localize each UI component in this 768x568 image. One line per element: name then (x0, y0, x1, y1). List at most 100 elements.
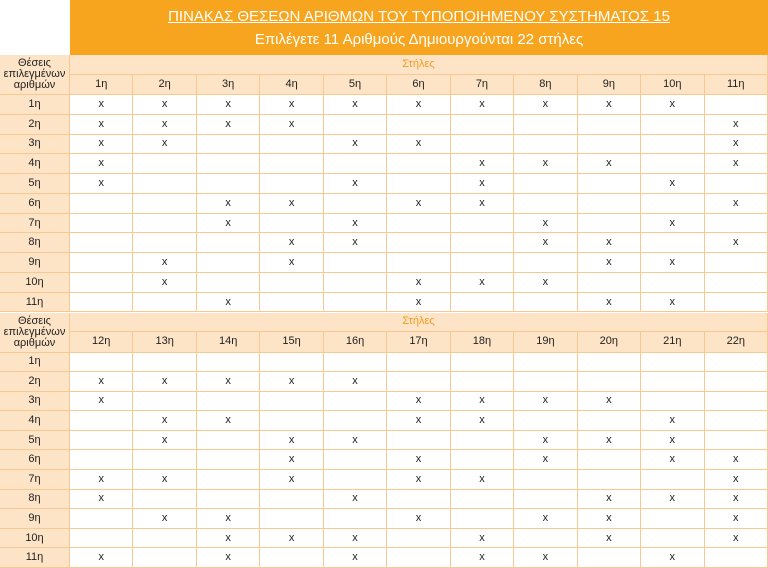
cell (641, 114, 705, 135)
cell: x (70, 489, 134, 510)
cell: x (450, 174, 515, 194)
cell (196, 134, 261, 155)
cell (260, 272, 324, 293)
cell (196, 233, 261, 254)
cell (133, 213, 197, 234)
cell (133, 450, 197, 471)
row-label: 3η (0, 391, 70, 412)
cell: x (387, 411, 451, 431)
cell: x (196, 372, 261, 392)
cell (133, 233, 197, 254)
cell: x (704, 114, 768, 135)
cell: x (450, 95, 515, 115)
cell (323, 292, 388, 313)
cell (577, 450, 642, 471)
cell: x (641, 411, 705, 431)
cell (260, 174, 324, 194)
cell (641, 470, 705, 490)
cell (641, 372, 705, 392)
cell: x (70, 95, 134, 115)
cell (641, 154, 705, 175)
cell (196, 489, 261, 510)
cell: x (641, 292, 705, 313)
cell (70, 430, 134, 451)
cell: x (70, 174, 134, 194)
cell (387, 548, 451, 568)
cell (196, 352, 261, 373)
cell: x (704, 233, 768, 254)
cell: x (323, 430, 388, 451)
cell (514, 114, 578, 135)
row-label: 3η (0, 134, 70, 155)
row-label: 9η (0, 253, 70, 273)
cell (450, 213, 515, 234)
cell: x (387, 272, 451, 293)
cell: x (260, 95, 324, 115)
cell (514, 292, 578, 313)
column-header: 11η (704, 74, 768, 95)
cell (577, 213, 642, 234)
cell (450, 352, 515, 373)
cell: x (450, 272, 515, 293)
cell (704, 411, 768, 431)
header: ΠΙΝΑΚΑΣ ΘΕΣΕΩΝ ΑΡΙΘΜΩΝ ΤΟΥ ΤΥΠΟΠΟΙΗΜΕΝΟΥ… (70, 0, 768, 55)
row-label: 6η (0, 450, 70, 471)
cell: x (704, 154, 768, 175)
cell: x (323, 174, 388, 194)
cell (196, 272, 261, 293)
row-label: 10η (0, 528, 70, 549)
cell (387, 233, 451, 254)
cell (704, 253, 768, 273)
cell: x (577, 95, 642, 115)
cell (387, 213, 451, 234)
cell: x (133, 114, 197, 135)
column-header: 13η (133, 332, 197, 353)
cell: x (450, 528, 515, 549)
column-header: 20η (577, 332, 642, 353)
cell (450, 233, 515, 254)
cell (514, 174, 578, 194)
cell: x (514, 450, 578, 471)
cell: x (133, 509, 197, 529)
row-label: 1η (0, 95, 70, 115)
cell (577, 272, 642, 293)
cell: x (196, 193, 261, 214)
cell: x (641, 430, 705, 451)
cell (70, 450, 134, 471)
row-label: 8η (0, 233, 70, 254)
cell: x (387, 134, 451, 155)
cell (704, 372, 768, 392)
column-header: 14η (196, 332, 261, 353)
cell (133, 548, 197, 568)
cell (514, 470, 578, 490)
cell (70, 272, 134, 293)
column-header: 17η (387, 332, 451, 353)
cell (577, 193, 642, 214)
cell: x (196, 528, 261, 549)
cell (577, 352, 642, 373)
cell: x (577, 253, 642, 273)
cell: x (704, 450, 768, 471)
cell (387, 174, 451, 194)
cell: x (387, 391, 451, 412)
row-label: 6η (0, 193, 70, 214)
cell: x (260, 430, 324, 451)
column-header: 4η (260, 74, 324, 95)
cell (70, 352, 134, 373)
cell: x (577, 154, 642, 175)
cell: x (387, 450, 451, 471)
cell: x (133, 95, 197, 115)
cell: x (450, 470, 515, 490)
cell (641, 352, 705, 373)
row-label: 11η (0, 548, 70, 568)
cell (387, 430, 451, 451)
cell (387, 372, 451, 392)
title: ΠΙΝΑΚΑΣ ΘΕΣΕΩΝ ΑΡΙΘΜΩΝ ΤΟΥ ΤΥΠΟΠΟΙΗΜΕΝΟΥ… (168, 7, 670, 25)
cell: x (260, 470, 324, 490)
cell (577, 548, 642, 568)
cell: x (387, 193, 451, 214)
column-header: 18η (450, 332, 515, 353)
cell (133, 391, 197, 412)
cell: x (196, 213, 261, 234)
